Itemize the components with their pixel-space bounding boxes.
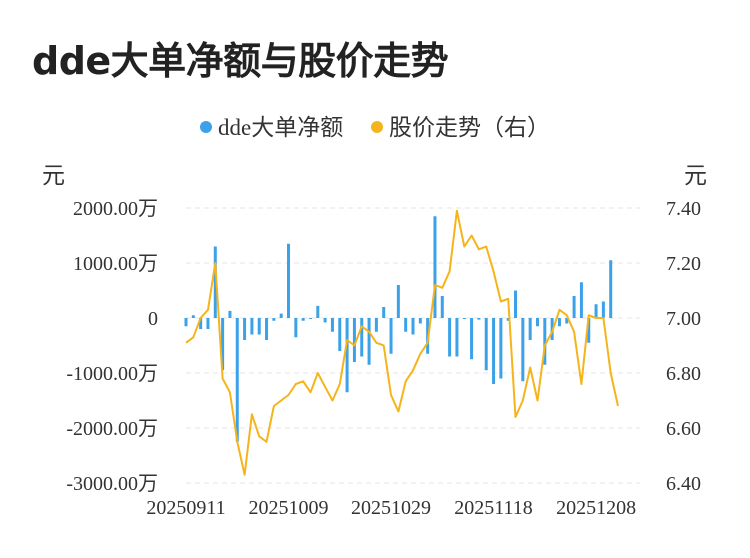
dde-bar — [374, 318, 378, 332]
dde-bar — [499, 318, 503, 379]
price-line — [185, 209, 619, 476]
dde-bar — [345, 318, 349, 393]
dde-bar — [191, 315, 195, 318]
left-tick-label: -1000.00万 — [66, 363, 158, 385]
dde-bar — [462, 318, 466, 319]
dde-bar — [294, 318, 298, 338]
dde-bar — [521, 318, 525, 382]
dde-bar — [243, 318, 247, 340]
dde-bar — [287, 243, 291, 318]
dde-bar — [470, 318, 474, 360]
dde-bar — [440, 296, 444, 318]
dde-bar — [221, 318, 225, 371]
legend-label-price: 股价走势（右） — [388, 115, 550, 140]
legend-dot-price — [370, 121, 383, 133]
right-axis-unit: 元 — [684, 163, 707, 188]
dde-bar — [506, 318, 510, 321]
dde-bar — [250, 318, 254, 335]
page-title: dde大单净额与股价走势 — [32, 39, 449, 83]
dde-bar — [316, 305, 320, 318]
left-tick-label: -3000.00万 — [66, 473, 158, 495]
x-tick-label: 20251029 — [351, 497, 431, 519]
dde-bar — [594, 304, 598, 318]
left-tick-label: 0 — [148, 308, 158, 330]
left-tick-label: -2000.00万 — [66, 418, 158, 440]
dde-bar — [543, 318, 547, 365]
dde-bar — [396, 285, 400, 318]
dde-bar — [257, 318, 261, 335]
dde-bar — [572, 296, 576, 318]
dde-bar — [199, 318, 203, 329]
legend-dot-dde — [200, 121, 213, 133]
dde-bar — [565, 318, 569, 324]
dde-bar — [433, 216, 437, 318]
dde-bar — [448, 318, 452, 357]
right-tick-label: 6.60 — [666, 418, 701, 440]
dde-bar — [235, 318, 239, 442]
dde-bar — [360, 318, 364, 357]
dde-bar — [418, 318, 422, 324]
right-tick-label: 7.40 — [666, 198, 701, 220]
right-tick-label: 6.80 — [666, 363, 701, 385]
left-tick-label: 2000.00万 — [73, 198, 158, 220]
legend-item-price[interactable]: 股价走势（右） — [370, 108, 550, 142]
dde-bar — [323, 318, 327, 323]
dde-bar — [206, 318, 210, 329]
dde-bar — [389, 318, 393, 354]
dde-bar — [272, 318, 276, 321]
dde-bar — [228, 310, 232, 318]
legend: dde大单净额 股价走势（右） — [0, 108, 750, 142]
dde-bar — [265, 318, 269, 340]
dde-bar — [411, 318, 415, 335]
dde-bar — [352, 318, 356, 362]
dde-bar — [484, 318, 488, 371]
dde-bar — [301, 318, 305, 321]
x-tick-label: 20251009 — [249, 497, 329, 519]
dde-bar — [213, 246, 217, 318]
dde-bar — [382, 307, 386, 318]
x-tick-label: 20251208 — [556, 497, 636, 519]
right-tick-label: 7.20 — [666, 253, 701, 275]
dde-bar — [528, 318, 532, 340]
x-tick-label: 20250911 — [146, 497, 225, 519]
dde-bar — [404, 318, 408, 332]
dde-bar — [308, 318, 312, 319]
dde-bar — [477, 318, 481, 320]
dde-bar — [338, 318, 342, 351]
dde-bar — [367, 318, 371, 365]
dde-bar — [579, 282, 583, 318]
dde-bar — [279, 313, 283, 318]
right-tick-label: 7.00 — [666, 308, 701, 330]
dde-bar — [587, 318, 591, 343]
dde-bar — [330, 318, 334, 332]
dde-bar — [557, 318, 561, 327]
dde-bar — [492, 318, 496, 384]
dde-bar — [455, 318, 459, 357]
right-tick-label: 6.40 — [666, 473, 701, 495]
dde-bar — [184, 318, 188, 327]
dde-bar — [514, 290, 518, 318]
legend-item-dde[interactable]: dde大单净额 — [200, 108, 343, 142]
dde-bar — [609, 260, 613, 318]
legend-label-dde: dde大单净额 — [218, 115, 344, 140]
dde-bar — [601, 301, 605, 318]
dde-bar — [535, 318, 539, 327]
left-tick-label: 1000.00万 — [73, 253, 158, 275]
left-axis-unit: 元 — [42, 163, 65, 188]
x-tick-label: 20251118 — [454, 497, 533, 519]
